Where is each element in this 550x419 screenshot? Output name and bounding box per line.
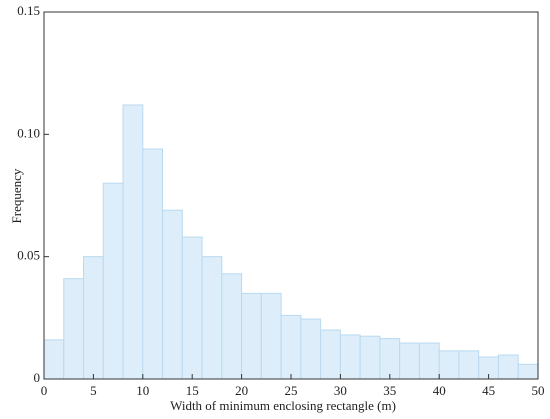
bar [221,273,243,380]
bar [359,335,381,380]
x-tick-label: 25 [285,383,298,398]
bar [102,182,124,380]
x-tick-label: 35 [383,383,396,398]
bar [497,354,519,380]
bar [43,339,65,380]
x-tick-label: 5 [90,383,97,398]
y-tick-label: 0.05 [17,248,40,263]
y-tick-label: 0 [34,370,41,385]
bar [339,334,361,380]
bar [458,350,480,380]
bar [300,318,322,380]
bar [142,148,164,380]
bar [320,329,341,380]
bar [280,314,302,380]
x-tick-label: 30 [334,383,347,398]
bar [241,292,262,380]
x-tick-label: 45 [482,383,495,398]
bar [162,209,183,380]
y-tick-label: 0.15 [17,3,40,18]
bar [63,278,85,380]
bar [418,342,440,380]
x-tick-label: 0 [41,383,48,398]
bar [122,104,144,380]
x-tick-label: 15 [186,383,199,398]
x-tick-label: 10 [136,383,149,398]
bar [399,342,420,380]
bar [181,236,203,380]
bar [438,350,460,380]
y-tick-label: 0.10 [17,125,40,140]
bar [379,338,401,380]
bar [260,292,282,380]
x-tick-label: 40 [433,383,446,398]
x-tick-label: 50 [532,383,545,398]
bar [201,256,223,380]
bar [517,363,539,380]
y-axis-label: Frequency [9,168,24,223]
bar [83,256,104,380]
x-axis-label: Width of minimum enclosing rectangle (m) [170,398,396,413]
x-tick-label: 20 [235,383,248,398]
